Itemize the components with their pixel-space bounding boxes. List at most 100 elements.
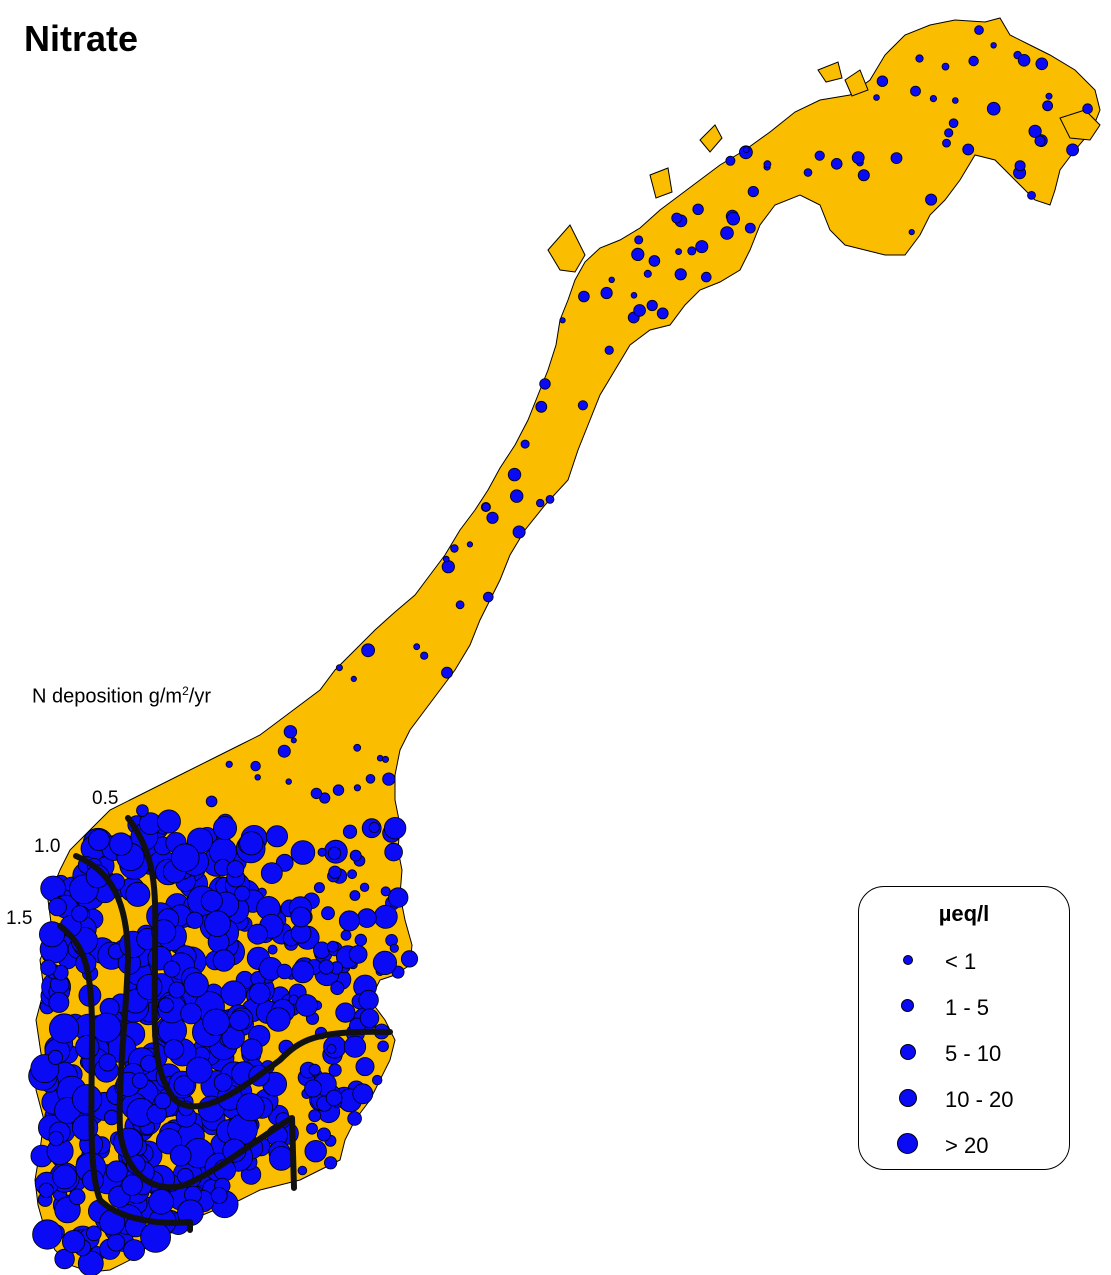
site-marker	[512, 525, 526, 539]
map-title: Nitrate	[24, 18, 139, 59]
site-marker	[260, 862, 283, 884]
site-marker	[359, 882, 370, 893]
site-marker	[91, 1012, 122, 1043]
site-marker	[910, 85, 921, 97]
site-marker	[38, 1182, 54, 1198]
deposition-label: N deposition g/m2/yr	[32, 684, 211, 708]
site-marker	[276, 963, 293, 980]
site-marker	[308, 1109, 322, 1123]
site-marker	[325, 1089, 343, 1107]
site-marker	[290, 840, 316, 865]
island-far-north	[817, 61, 843, 83]
site-marker	[744, 222, 756, 234]
site-marker	[373, 904, 398, 929]
site-marker	[747, 186, 759, 198]
site-marker	[136, 804, 149, 817]
marker-size-2-icon	[901, 999, 914, 1012]
site-marker	[354, 933, 368, 947]
site-marker	[968, 55, 979, 67]
site-marker	[226, 860, 245, 878]
site-marker	[577, 400, 589, 411]
site-marker	[154, 1092, 172, 1110]
site-marker	[239, 831, 264, 856]
legend-label: < 1	[945, 949, 977, 974]
site-marker	[442, 555, 450, 563]
site-marker	[1017, 53, 1031, 67]
site-marker	[368, 822, 380, 834]
site-marker	[316, 1127, 331, 1142]
site-marker	[695, 240, 709, 254]
site-marker	[349, 849, 362, 862]
site-marker	[310, 787, 323, 800]
site-marker	[204, 910, 231, 937]
site-marker	[98, 1053, 117, 1072]
site-marker	[687, 246, 697, 256]
site-marker	[830, 158, 843, 170]
legend-label: 1 - 5	[945, 995, 990, 1020]
site-marker	[125, 881, 151, 907]
site-marker	[742, 146, 750, 153]
site-marker	[890, 152, 903, 165]
site-marker	[441, 560, 455, 574]
site-marker	[267, 944, 278, 955]
legend-title: µeq/l	[938, 901, 990, 926]
site-marker	[326, 940, 339, 953]
site-marker	[265, 825, 288, 848]
site-marker	[335, 1002, 356, 1023]
site-marker	[75, 1034, 100, 1060]
site-marker	[306, 1122, 318, 1135]
site-marker	[148, 1189, 175, 1215]
site-marker	[536, 498, 545, 508]
site-marker	[674, 268, 687, 281]
site-marker	[173, 1075, 195, 1097]
site-marker	[304, 1079, 323, 1098]
site-marker	[539, 378, 551, 390]
site-marker	[268, 1146, 294, 1171]
site-marker	[328, 865, 342, 879]
site-marker	[353, 784, 361, 792]
site-marker	[951, 97, 959, 104]
legend-label: 10 - 20	[945, 1087, 1014, 1112]
site-marker	[358, 989, 379, 1011]
site-marker	[225, 760, 233, 768]
site-marker	[974, 25, 984, 35]
site-marker	[202, 1008, 230, 1037]
site-marker	[290, 906, 312, 928]
site-marker	[441, 666, 453, 679]
site-marker	[925, 193, 938, 206]
site-marker	[986, 101, 1001, 116]
legend-item: 1 - 5	[889, 987, 1059, 1027]
site-marker	[48, 1049, 64, 1065]
site-marker	[608, 276, 615, 283]
site-marker	[545, 494, 555, 504]
marker-size-4-icon	[899, 1089, 917, 1107]
site-marker	[330, 981, 345, 996]
site-marker	[482, 591, 494, 603]
site-marker	[313, 882, 325, 894]
site-marker	[248, 982, 271, 1005]
site-marker	[361, 643, 376, 658]
site-marker	[304, 1139, 327, 1163]
site-marker	[915, 54, 924, 63]
site-marker	[254, 774, 261, 781]
site-marker	[343, 1035, 367, 1058]
site-marker	[234, 885, 251, 902]
site-marker	[321, 906, 335, 921]
site-marker	[250, 760, 261, 772]
legend-item: < 1	[889, 941, 1059, 981]
site-marker	[308, 1063, 321, 1076]
site-marker	[107, 1233, 126, 1252]
site-marker	[692, 203, 704, 216]
site-marker	[535, 400, 548, 413]
site-marker	[372, 950, 397, 976]
site-marker	[109, 832, 133, 856]
site-marker	[857, 169, 870, 182]
site-marker	[40, 959, 57, 976]
site-marker	[948, 118, 959, 128]
site-marker	[140, 1222, 172, 1253]
site-marker	[656, 307, 669, 320]
site-marker	[388, 887, 409, 908]
site-marker	[72, 1084, 103, 1115]
site-marker	[169, 1144, 192, 1167]
site-marker	[962, 143, 975, 156]
